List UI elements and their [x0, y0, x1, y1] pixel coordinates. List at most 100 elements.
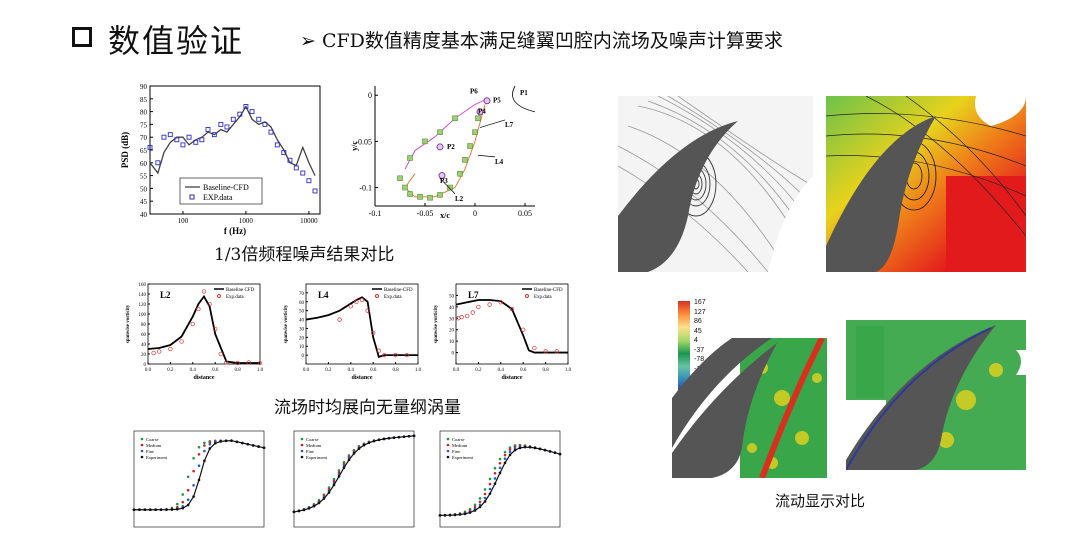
- g3-legend-label: Experiment: [452, 455, 474, 460]
- g1-legend-marker: [140, 437, 144, 441]
- L4-exp-point: [371, 330, 376, 336]
- L7-legend-marker: [525, 294, 529, 298]
- streamline-grey-image: [618, 96, 813, 272]
- L4-legend-exp: Exp.data: [384, 295, 402, 300]
- g3-point: [558, 452, 562, 456]
- psd-exp-point: [186, 134, 192, 140]
- g2-point: [357, 447, 361, 450]
- L2-exp-point: [168, 346, 173, 352]
- g2-point: [322, 497, 326, 500]
- g1-legend-marker: [140, 455, 144, 459]
- g2-point: [342, 462, 346, 466]
- L7-ytick-label: 20: [449, 329, 455, 334]
- psd-xtick-label: 1000: [239, 217, 254, 225]
- g3-point: [533, 446, 537, 450]
- g3-point: [458, 513, 462, 516]
- g3-point: [468, 511, 472, 514]
- psd-exp-point: [312, 188, 318, 194]
- L4-ytick-label: 20: [299, 336, 305, 341]
- g3-point: [483, 500, 487, 503]
- g3-point: [503, 453, 507, 457]
- L4-ytick-label: 0: [302, 354, 305, 359]
- L4-ytick-label: 40: [299, 319, 305, 324]
- g3-legend-marker: [446, 449, 450, 453]
- L2-series-cfd: [147, 294, 260, 364]
- probe-label-P5: P5: [493, 97, 501, 105]
- g2-legend-label: Coarse: [306, 437, 319, 442]
- g3-point: [543, 448, 547, 452]
- probe-marker: [438, 172, 446, 180]
- L2-legend-marker: [217, 294, 221, 298]
- g1-point: [208, 440, 212, 444]
- g1-point: [176, 502, 179, 506]
- g1-point: [197, 445, 201, 449]
- g2-point: [392, 436, 396, 439]
- psd-exp-point: [243, 104, 249, 109]
- psd-exp-point: [211, 132, 217, 138]
- g3-point: [453, 513, 457, 517]
- probe-point: [437, 129, 443, 135]
- g1-point: [262, 446, 266, 450]
- g3-point: [503, 461, 507, 465]
- g1-point: [181, 493, 185, 496]
- probe-marker: [483, 97, 491, 105]
- g1-point: [203, 444, 206, 447]
- L4-exp-point: [382, 352, 387, 358]
- g3-legend-label: Coarse: [452, 437, 465, 442]
- g2-legend-label: Experiment: [306, 455, 328, 460]
- L7-ytick-label: 50: [449, 294, 455, 299]
- psd-exp-point: [249, 109, 255, 115]
- g3-point: [493, 477, 497, 480]
- g1-point: [257, 445, 260, 448]
- g3-point: [493, 482, 497, 485]
- g2-point: [402, 435, 406, 439]
- g3-point: [498, 466, 502, 470]
- L2-legend-exp: Exp.data: [226, 295, 244, 300]
- g3-point: [503, 457, 507, 460]
- psd-xtick-label: 10000: [300, 217, 318, 225]
- g1-point: [148, 508, 152, 512]
- g1-legend-label: Experiment: [146, 455, 168, 460]
- g2-point: [307, 507, 311, 510]
- probe-line-L7: [479, 119, 506, 128]
- g1-point: [235, 440, 239, 444]
- L2-ytick-label: 40: [141, 343, 147, 348]
- psd-exp-point: [256, 116, 262, 122]
- g3-point: [473, 509, 477, 512]
- L4-ylabel: spanwise vorticity: [284, 304, 289, 343]
- g1-point: [224, 439, 228, 443]
- g2-point: [337, 469, 341, 472]
- g3-point: [508, 446, 512, 449]
- g1-point: [192, 484, 195, 487]
- L2-label: L2: [160, 290, 171, 300]
- L4-exp-point: [348, 304, 353, 309]
- probe-point: [427, 194, 433, 201]
- L7-exp-point: [554, 349, 559, 354]
- g2-point: [317, 501, 321, 505]
- colorbar-left: [678, 301, 690, 393]
- probe-ylabel: y/c: [350, 141, 359, 151]
- psd-exp-point: [230, 116, 236, 122]
- probe-ytick-label: 0: [368, 91, 372, 100]
- probe-point: [397, 175, 403, 182]
- probe-linelabel-L7: L7: [505, 121, 514, 129]
- L4-exp-point: [337, 317, 342, 322]
- L4-xtick-label: 0.2: [325, 368, 332, 373]
- probe-location-chart: 0 -0.05 -0.1 -0.1 -0.05 0 0.05 x/c y/c P1 P2 P3 P4 P5…: [350, 85, 536, 220]
- g2-point: [337, 471, 341, 474]
- psd-ytick-label: 60: [140, 160, 148, 168]
- L7-xtick-label: 0.8: [542, 368, 549, 373]
- g3-legend-label: Fine: [452, 449, 460, 454]
- g1-point: [159, 508, 163, 512]
- g1-point: [192, 456, 195, 460]
- g3-point: [483, 492, 487, 496]
- g2-point: [362, 443, 366, 447]
- g1-point: [192, 495, 195, 498]
- L4-exp-point: [365, 308, 370, 313]
- g3-point: [553, 451, 557, 455]
- probe-line-L2: [439, 178, 456, 195]
- psd-exp-point: [174, 137, 180, 143]
- g1-legend-marker: [140, 449, 144, 453]
